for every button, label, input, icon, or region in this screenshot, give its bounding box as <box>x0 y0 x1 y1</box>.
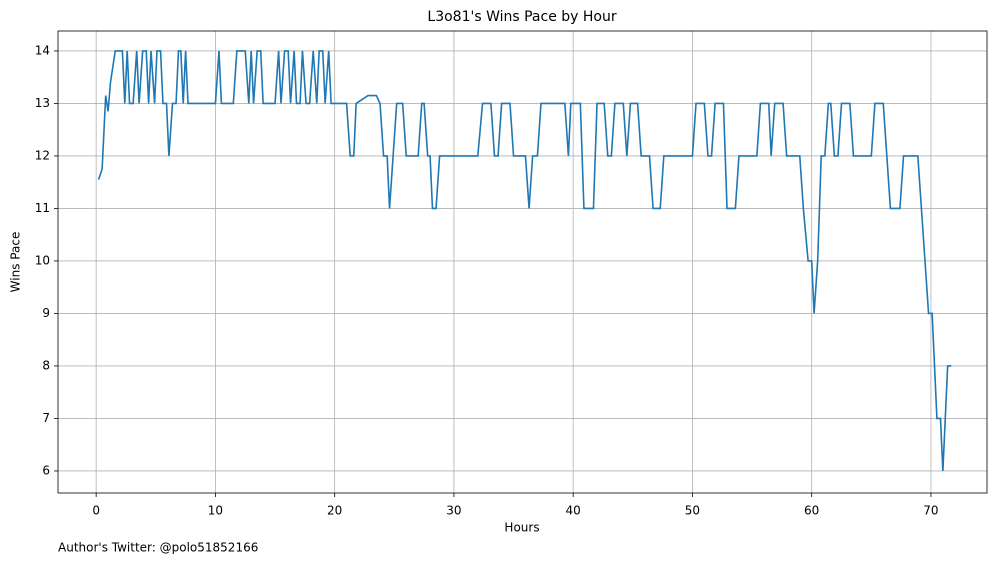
chart-title: L3o81's Wins Pace by Hour <box>427 9 616 25</box>
x-tick-label: 0 <box>92 504 100 518</box>
x-tick-label: 50 <box>685 504 700 518</box>
footnote: Author's Twitter: @polo51852166 <box>58 541 258 555</box>
y-tick-label: 6 <box>42 463 50 477</box>
y-tick-label: 11 <box>35 201 50 215</box>
x-tick-label: 10 <box>208 504 223 518</box>
x-tick-label: 70 <box>923 504 938 518</box>
x-axis-label: Hours <box>504 521 539 535</box>
y-tick-label: 7 <box>42 411 50 425</box>
y-tick-label: 14 <box>35 43 50 57</box>
x-tick-label: 40 <box>566 504 581 518</box>
y-axis-label: Wins Pace <box>9 232 23 293</box>
y-tick-label: 13 <box>35 96 50 110</box>
y-tick-label: 10 <box>35 253 50 267</box>
x-tick-label: 20 <box>327 504 342 518</box>
x-tick-label: 30 <box>446 504 461 518</box>
y-tick-label: 8 <box>42 358 50 372</box>
x-tick-label: 60 <box>804 504 819 518</box>
y-tick-label: 9 <box>42 306 50 320</box>
plot-frame <box>57 30 988 494</box>
y-tick-label: 12 <box>35 148 50 162</box>
data-line <box>97 50 952 471</box>
